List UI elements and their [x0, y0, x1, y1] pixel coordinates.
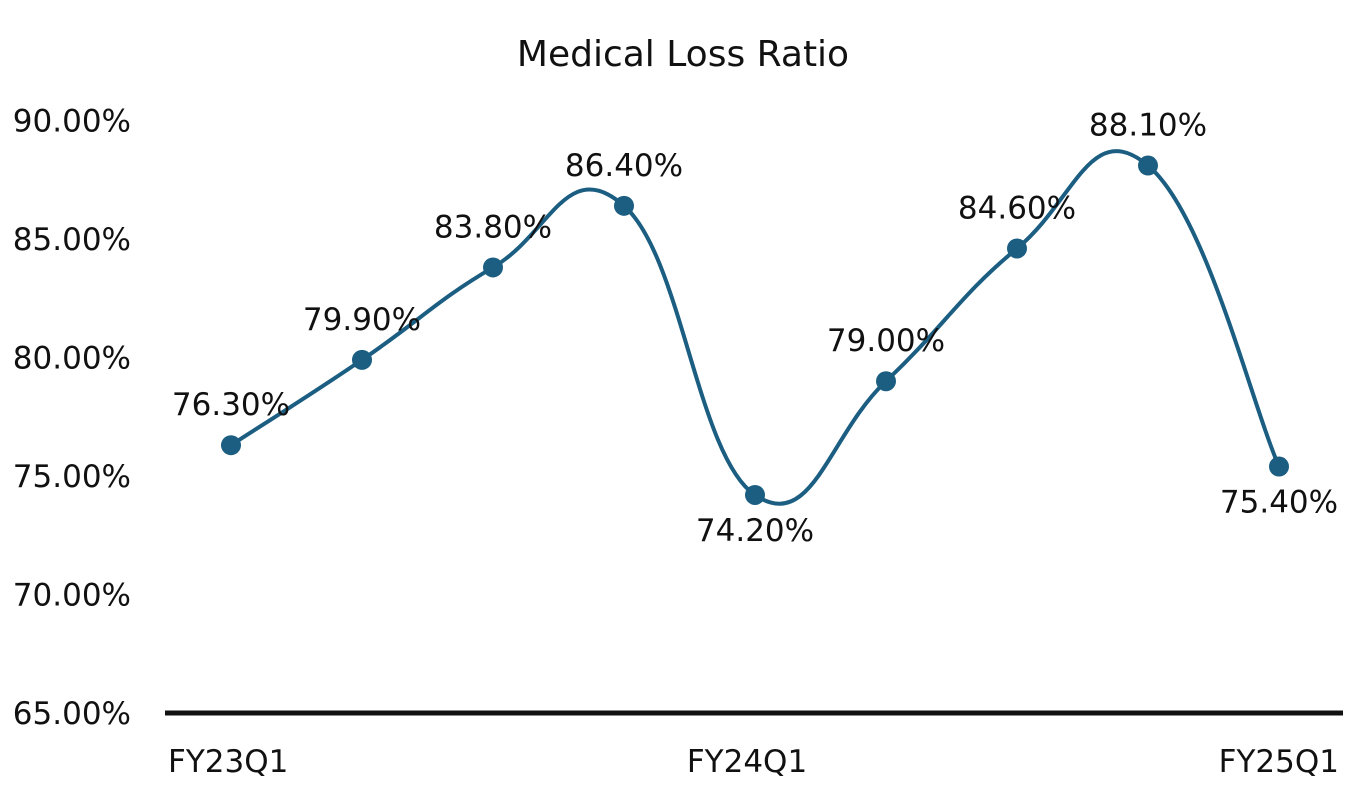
data-point-fy24q4	[1138, 155, 1158, 176]
x-tick-label: FY25Q1	[1219, 744, 1339, 780]
data-point-fy23q3	[483, 257, 503, 278]
y-tick-label: 90.00%	[13, 104, 131, 140]
series-line	[229, 149, 1281, 506]
data-labels: 76.30% 79.90% 83.80% 86.40% 74.20% 79.00% 84.6…	[172, 108, 1338, 549]
y-axis-tick-labels: 90.00% 85.00% 80.00% 75.00% 70.00% 65.00%	[13, 104, 131, 733]
data-label: 79.90%	[303, 302, 421, 338]
data-point-fy23q1	[221, 435, 241, 456]
data-label: 84.60%	[958, 190, 1076, 226]
data-label: 76.30%	[172, 387, 290, 423]
data-label: 79.00%	[827, 323, 945, 359]
data-label: 83.80%	[434, 209, 552, 245]
y-tick-label: 65.00%	[13, 696, 131, 732]
y-tick-label: 75.00%	[13, 459, 131, 495]
x-tick-label: FY24Q1	[687, 744, 807, 780]
data-point-fy23q4	[614, 195, 634, 216]
chart-title: Medical Loss Ratio	[517, 34, 849, 75]
x-tick-label: FY23Q1	[168, 744, 288, 780]
data-label: 88.10%	[1089, 108, 1207, 144]
data-point-fy24q1	[745, 484, 765, 505]
data-point-fy24q3	[1007, 238, 1027, 259]
y-tick-label: 80.00%	[13, 341, 131, 377]
data-label: 75.40%	[1220, 485, 1338, 521]
y-tick-label: 85.00%	[13, 222, 131, 258]
x-axis-tick-labels: FY23Q1 FY24Q1 FY25Q1	[168, 744, 1339, 780]
data-points	[221, 155, 1289, 505]
data-point-fy25q1	[1269, 456, 1289, 477]
data-point-fy23q2	[352, 349, 372, 370]
data-label: 86.40%	[565, 148, 683, 184]
y-tick-label: 70.00%	[13, 578, 131, 614]
data-point-fy24q2	[876, 371, 896, 392]
data-label: 74.20%	[696, 513, 814, 549]
